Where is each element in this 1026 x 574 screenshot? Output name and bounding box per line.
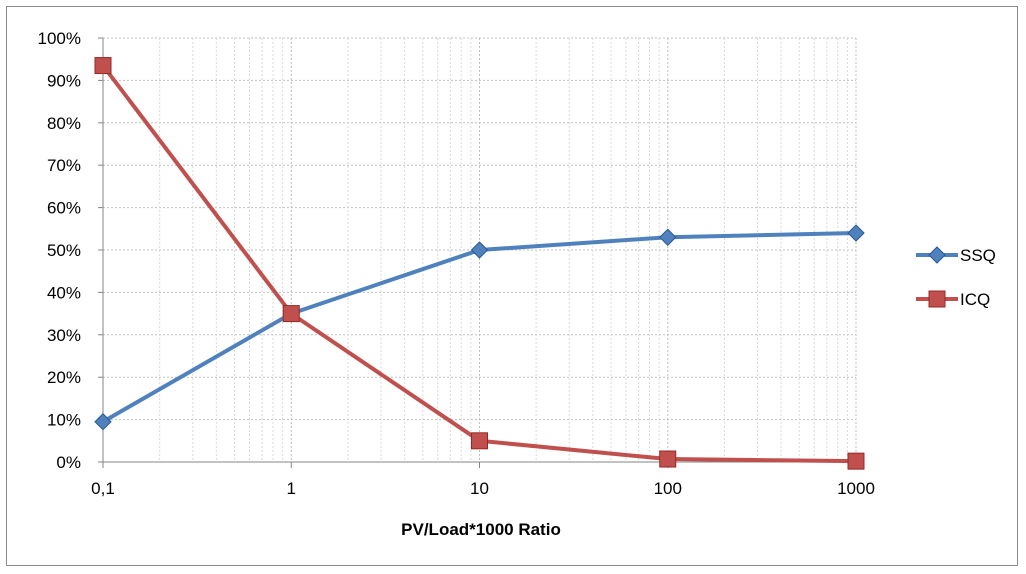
y-tick-label: 30% [47,326,81,345]
chart-area [6,6,1018,566]
data-point-ssq [847,224,865,242]
data-point-ssq [659,228,677,246]
axes [98,37,857,468]
legend-label-ssq: SSQ [960,246,996,265]
legend: SSQ ICQ [916,246,996,309]
data-point-ssq [94,413,112,431]
series [94,57,865,470]
tick-labels: 0% 10% 20% 30% 40% 50% 60% 70% 80% 90% 100% 0,1 1 10 1… [38,29,875,498]
y-tick-label: 40% [47,283,81,302]
y-tick-label: 90% [47,71,81,90]
y-tick-label: 10% [47,411,81,430]
legend-item-icq: ICQ [916,290,990,309]
grid [103,37,857,462]
x-tick-label: 1000 [837,479,875,498]
x-tick-label: 1 [287,479,296,498]
data-point-ssq [470,241,489,259]
series-icq [94,57,865,470]
legend-item-ssq: SSQ [916,246,996,265]
data-point-icq [94,57,112,75]
data-point-icq [471,432,488,450]
series-ssq [94,224,865,431]
x-tick-label: 100 [654,479,682,498]
y-tick-label: 50% [47,241,81,260]
legend-marker-icq [928,290,946,308]
y-tick-label: 80% [47,114,81,133]
legend-label-icq: ICQ [960,290,990,309]
y-tick-label: 0% [56,453,81,472]
y-tick-label: 70% [47,156,81,175]
data-point-icq [847,452,865,470]
data-point-icq [659,450,677,468]
y-tick-label: 100% [38,29,81,48]
x-tick-label: 0,1 [91,479,115,498]
y-tick-label: 20% [47,368,81,387]
legend-marker-ssq [928,246,946,264]
x-tick-label: 10 [470,479,489,498]
y-tick-label: 60% [47,199,81,218]
data-point-icq [282,305,300,323]
x-axis-title: PV/Load*1000 Ratio [401,520,561,539]
